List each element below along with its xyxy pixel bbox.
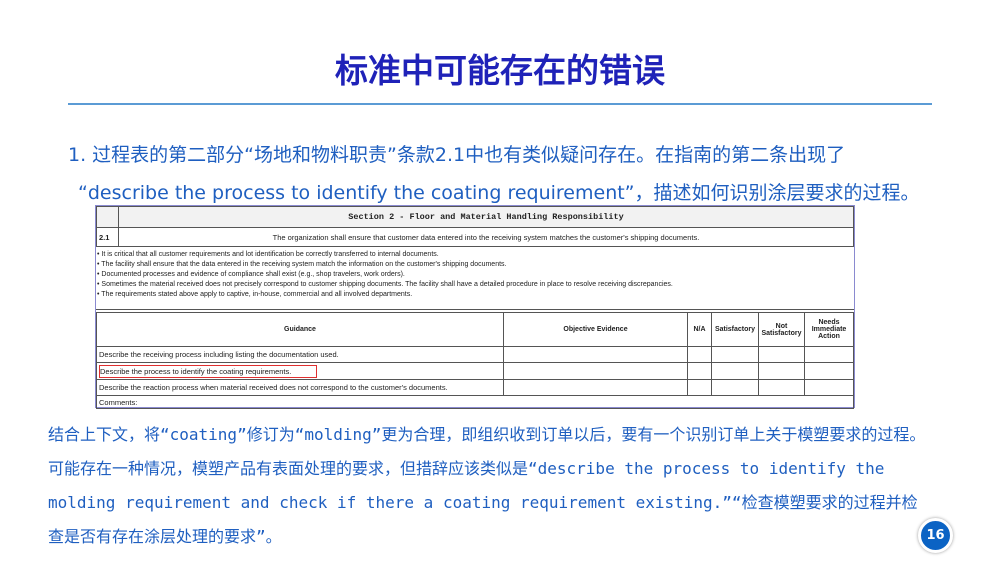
- col-guidance: Guidance: [96, 312, 504, 347]
- col-na: N/A: [687, 312, 712, 347]
- table-row: Describe the process to identify the coa…: [96, 362, 854, 380]
- intro-text: 1. 过程表的第二部分“场地和物料职责”条款2.1中也有类似疑问存在。在指南的第…: [68, 136, 958, 212]
- clause-number: 2.1: [96, 227, 119, 247]
- comments-row: Comments:: [96, 395, 854, 409]
- clause-text: The organization shall ensure that custo…: [118, 227, 854, 247]
- title-divider: [68, 103, 932, 105]
- highlighted-guidance: Describe the process to identify the coa…: [99, 364, 317, 378]
- standard-table-image: Section 2 - Floor and Material Handling …: [95, 205, 855, 409]
- page-title: 标准中可能存在的错误: [335, 51, 665, 90]
- bullet-list: • It is critical that all customer requi…: [96, 247, 854, 310]
- bullet-item: • The facility shall ensure that the dat…: [97, 261, 507, 268]
- table-row: Describe the receiving process including…: [96, 346, 854, 363]
- intro-line-2: “describe the process to identify the co…: [78, 182, 920, 204]
- explanation-paragraph: 结合上下文，将“coating”修订为“molding”更为合理，即组织收到订单…: [48, 425, 926, 546]
- bullet-item: • Documented processes and evidence of c…: [97, 271, 405, 278]
- col-not-satisfactory: Not Satisfactory: [758, 312, 805, 347]
- bullet-item: • The requirements stated above apply to…: [97, 291, 413, 298]
- section-header: Section 2 - Floor and Material Handling …: [118, 206, 854, 228]
- bullet-item: • Sometimes the material received does n…: [97, 281, 673, 288]
- page-number-badge: 16: [918, 518, 953, 553]
- table-row: Describe the reaction process when mater…: [96, 379, 854, 396]
- col-objective-evidence: Objective Evidence: [503, 312, 688, 347]
- col-satisfactory: Satisfactory: [711, 312, 759, 347]
- bullet-item: • It is critical that all customer requi…: [97, 251, 439, 258]
- col-needs-action: Needs Immediate Action: [804, 312, 854, 347]
- intro-line-1: 1. 过程表的第二部分“场地和物料职责”条款2.1中也有类似疑问存在。在指南的第…: [68, 144, 846, 166]
